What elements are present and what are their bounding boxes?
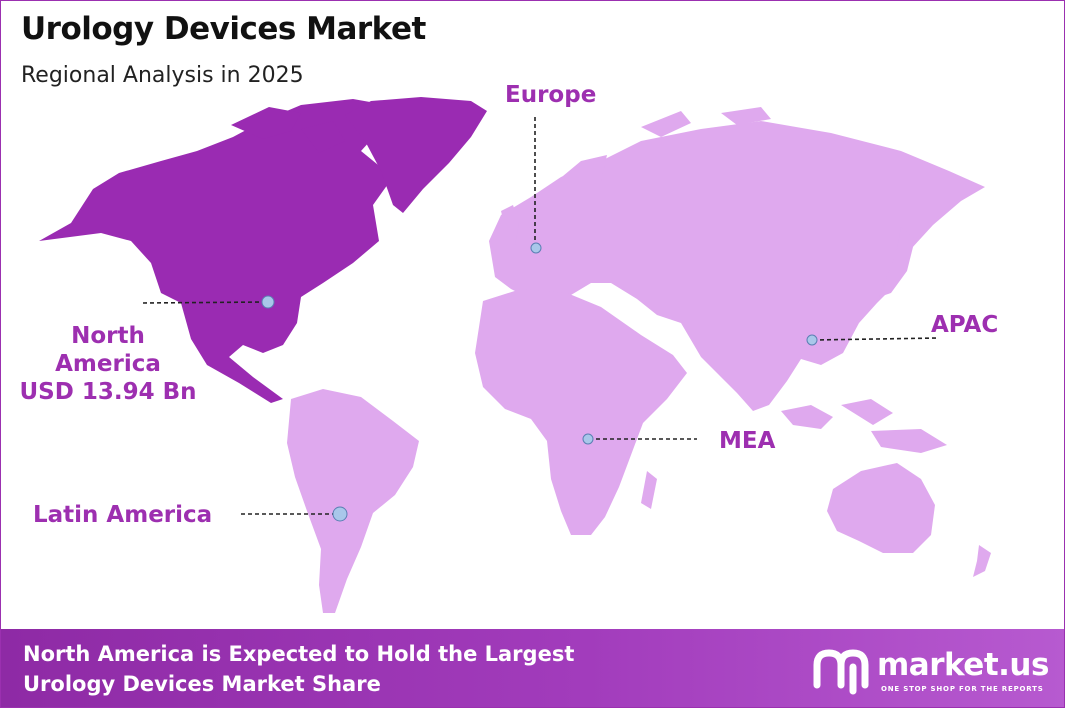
- eurasia-shape: [489, 121, 985, 411]
- brand-name: market.us: [877, 647, 1049, 683]
- arctic-islands-shape: [231, 107, 345, 153]
- brand-mark-icon: [813, 649, 869, 695]
- scandinavia-shape: [549, 155, 607, 227]
- sea-islands-shape: [781, 399, 947, 453]
- new-zealand-shape: [973, 545, 991, 577]
- banner-text: North America is Expected to Hold the La…: [23, 639, 574, 699]
- north-america-label: North America: [55, 323, 161, 377]
- world-map: [39, 97, 991, 613]
- north-america-marker: [261, 295, 275, 309]
- brand-logo: market.us ONE STOP SHOP FOR THE REPORTS: [813, 645, 1053, 697]
- brand-tagline: ONE STOP SHOP FOR THE REPORTS: [881, 685, 1044, 693]
- mea-marker: [582, 433, 594, 445]
- footer-banner: North America is Expected to Hold the La…: [1, 629, 1064, 707]
- uk-shape: [501, 205, 519, 245]
- north-america-shape: [39, 99, 393, 403]
- latin-america-marker: [332, 506, 348, 522]
- banner-line-2: Urology Devices Market Share: [23, 672, 381, 696]
- africa-shape: [475, 289, 687, 535]
- europe-marker: [530, 242, 542, 254]
- page-subtitle: Regional Analysis in 2025: [21, 63, 304, 88]
- north-america-value: USD 13.94 Bn: [19, 379, 197, 405]
- australia-shape: [827, 463, 935, 553]
- page-title: Urology Devices Market: [21, 11, 426, 47]
- europe-label: Europe: [505, 82, 597, 108]
- apac-label: APAC: [931, 312, 999, 338]
- arctic-russia-shape: [641, 107, 771, 137]
- japan-shape: [879, 227, 915, 297]
- greenland-shape: [345, 97, 487, 213]
- mea-label: MEA: [719, 428, 776, 454]
- latin-america-label: Latin America: [33, 502, 213, 528]
- north-america-callout: North America USD 13.94 Bn: [15, 322, 201, 406]
- madagascar-shape: [641, 471, 657, 509]
- banner-line-1: North America is Expected to Hold the La…: [23, 642, 575, 666]
- apac-marker: [806, 334, 818, 346]
- apac-leader: [812, 337, 940, 341]
- south-america-shape: [287, 389, 419, 613]
